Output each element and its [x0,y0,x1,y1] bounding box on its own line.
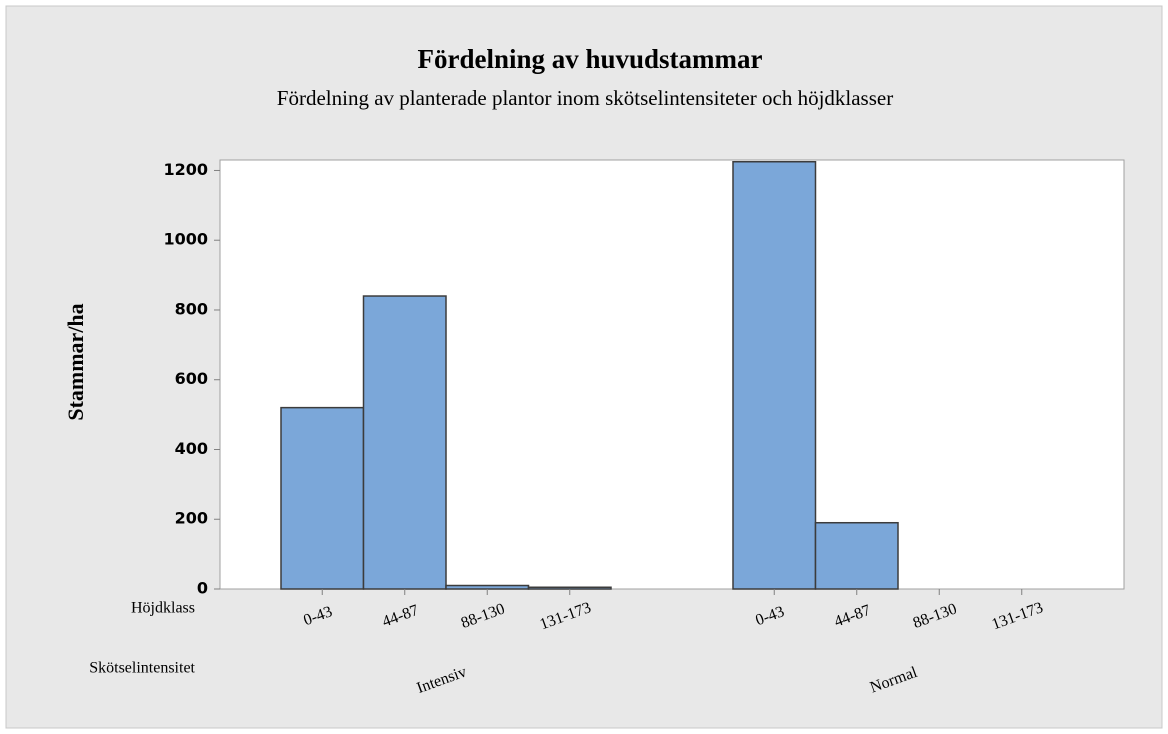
y-axis-label: Stammar/ha [63,303,88,420]
y-tick-label: 400 [175,439,208,458]
y-tick-label: 1200 [163,160,208,179]
y-tick-label: 1000 [163,230,208,249]
y-tick-label: 0 [197,579,208,598]
row-label: Skötselintensitet [89,660,195,677]
bar [732,160,817,590]
bar [814,521,899,590]
chart-subtitle: Fördelning av planterade plantor inom sk… [277,86,893,110]
bar [362,295,447,590]
chart-title: Fördelning av huvudstammar [417,44,762,74]
bar [527,586,612,590]
y-tick-label: 600 [175,369,208,388]
bar [445,584,530,590]
y-tick-label: 200 [175,509,208,528]
y-tick-label: 800 [175,299,208,318]
bar [280,406,365,590]
row-label: Höjdklass [131,600,195,617]
